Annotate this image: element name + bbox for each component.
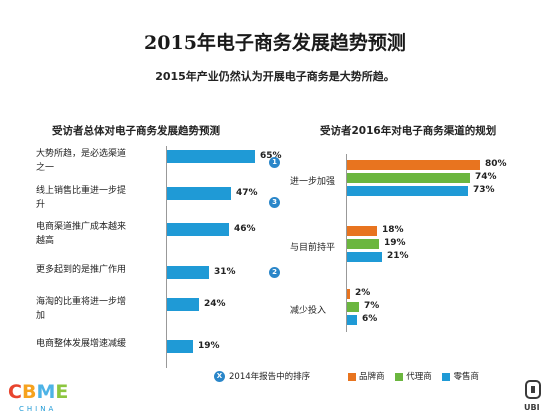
bar [347,160,480,170]
bar [167,223,229,236]
right-chart-axis [346,154,347,332]
page-title: 2015年电子商务发展趋势预测 [144,32,406,54]
cbme-logo-letter: E [55,381,68,403]
data-label: 74% [475,172,497,182]
data-label: 19% [198,341,220,351]
legend-swatch [442,372,451,381]
bar [347,239,379,249]
category-label: 电商渠道推广成本越来越高 [36,222,127,246]
data-label: 21% [387,251,409,261]
data-label: 19% [384,238,406,248]
rank-legend-text: 2014年报告中的排序 [229,372,311,382]
category-label: 电商整体发展增速减缓 [36,339,127,349]
category-label: 大势所趋，是必选渠道之一 [36,149,127,173]
data-label: 2% [355,288,371,298]
bar [347,315,357,325]
data-label: 31% [214,267,236,277]
cbme-logo-letter: B [22,381,36,403]
bar [167,298,199,311]
bar [347,302,359,312]
bar [347,252,382,262]
data-label: 46% [234,224,256,234]
ubi-logo-mark [525,380,541,399]
ubi-logo-mark-inner [531,386,535,393]
rank-badge: 2 [269,267,280,278]
data-label: 73% [473,185,495,195]
legend-item-brand: 品牌商 [348,370,385,382]
ubi-logo: UBI [524,380,541,412]
legend-swatch [348,372,356,381]
data-label: 24% [204,299,226,309]
rank-badge: 1 [269,157,280,168]
category-label: 进一步加强 [290,177,336,187]
category-label: 线上销售比重进一步提升 [36,186,127,210]
bar [167,187,231,200]
right-chart-legend: 品牌商 代理商 零售商 [348,370,487,382]
bar [167,150,255,163]
cbme-logo-letters: CBME [8,381,68,403]
data-label: 7% [364,301,380,311]
page-subtitle: 2015年产业仍然认为开展电子商务是大势所趋。 [155,70,395,83]
bar [347,186,468,196]
data-label: 18% [382,225,404,235]
data-label: 65% [260,151,282,161]
data-label: 47% [236,188,258,198]
category-label: 与目前持平 [290,243,336,253]
legend-item-retailer: 零售商 [442,370,479,382]
legend-label: 品牌商 [359,372,385,382]
legend-item-agent: 代理商 [395,370,432,382]
legend-label: 零售商 [453,372,479,382]
rank-legend: X 2014年报告中的排序 [214,370,310,382]
cbme-logo-letter: C [8,381,22,403]
category-label: 更多起到的是推广作用 [36,265,127,275]
bar [167,266,209,279]
right-chart-title: 受访者2016年对电子商务渠道的规划 [320,125,497,137]
category-label: 海淘的比重将进一步增加 [36,297,127,321]
bar [347,173,470,183]
rank-legend-marker: X [214,371,225,382]
legend-swatch [395,372,404,381]
data-label: 6% [362,314,378,324]
left-chart-axis [166,146,167,368]
cbme-logo-china: CHINA [19,405,56,413]
category-label: 减少投入 [290,306,327,316]
bar [347,289,350,299]
cbme-china-logo: CBME CHINA [8,381,68,413]
cbme-logo-letter: M [36,381,55,403]
bar [347,226,377,236]
legend-label: 代理商 [406,372,432,382]
bar [167,340,193,353]
data-label: 80% [485,159,507,169]
left-chart-title: 受访者总体对电子商务发展趋势预测 [52,125,220,137]
rank-badge: 3 [269,197,280,208]
ubi-logo-text: UBI [524,403,540,412]
